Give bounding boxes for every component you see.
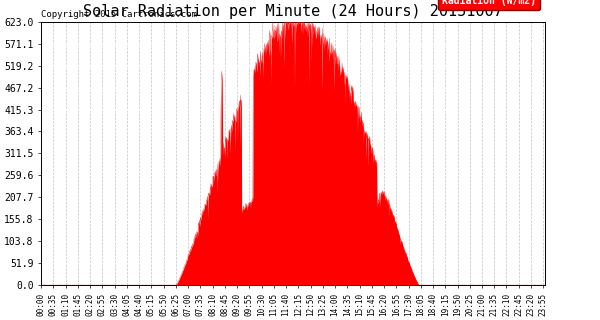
Text: Copyright 2015 Cartronics.com: Copyright 2015 Cartronics.com [41, 10, 197, 19]
Title: Solar Radiation per Minute (24 Hours) 20151007: Solar Radiation per Minute (24 Hours) 20… [83, 4, 503, 19]
Legend: Radiation (W/m2): Radiation (W/m2) [438, 0, 540, 10]
